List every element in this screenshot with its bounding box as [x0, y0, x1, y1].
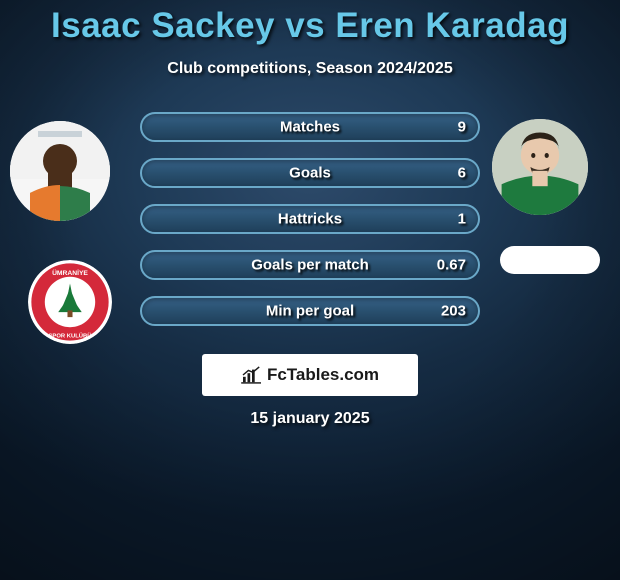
player-left-svg [10, 121, 110, 221]
bar-value-right: 0.67 [437, 257, 466, 274]
main-area: ÜMRANİYE SPOR KULÜBÜ Matches 9 Goals 6 [0, 106, 620, 356]
stat-row-goals: Goals 6 [140, 158, 480, 188]
date-line: 15 january 2025 [0, 410, 620, 428]
bar-label: Goals per match [251, 257, 369, 274]
bar-value-right: 1 [458, 211, 466, 228]
svg-text:ÜMRANİYE: ÜMRANİYE [52, 268, 88, 277]
bar-label: Matches [280, 119, 340, 136]
stat-row-hattricks: Hattricks 1 [140, 204, 480, 234]
svg-text:SPOR KULÜBÜ: SPOR KULÜBÜ [49, 332, 92, 339]
stat-row-gpm: Goals per match 0.67 [140, 250, 480, 280]
content: Isaac Sackey vs Eren Karadag Club compet… [0, 0, 620, 580]
stat-bars: Matches 9 Goals 6 Hattricks 1 Goals per … [140, 112, 480, 342]
brand-chart-icon [241, 366, 263, 384]
bar-value-right: 203 [441, 303, 466, 320]
subtitle: Club competitions, Season 2024/2025 [0, 60, 620, 78]
bar-label: Min per goal [266, 303, 354, 320]
comparison-card: Isaac Sackey vs Eren Karadag Club compet… [0, 0, 620, 580]
brand-box: FcTables.com [202, 354, 418, 396]
player-right-svg [492, 119, 588, 215]
player-left-photo [10, 121, 110, 221]
club-left-badge: ÜMRANİYE SPOR KULÜBÜ [28, 260, 112, 344]
stat-row-matches: Matches 9 [140, 112, 480, 142]
bar-label: Goals [289, 165, 331, 182]
club-left-svg: ÜMRANİYE SPOR KULÜBÜ [28, 260, 112, 344]
bar-value-right: 6 [458, 165, 466, 182]
bar-label: Hattricks [278, 211, 342, 228]
brand-text: FcTables.com [267, 365, 379, 385]
club-right-pill [500, 246, 600, 274]
page-title: Isaac Sackey vs Eren Karadag [0, 0, 620, 46]
stat-row-mpg: Min per goal 203 [140, 296, 480, 326]
bar-value-right: 9 [458, 119, 466, 136]
player-right-photo [492, 119, 588, 215]
